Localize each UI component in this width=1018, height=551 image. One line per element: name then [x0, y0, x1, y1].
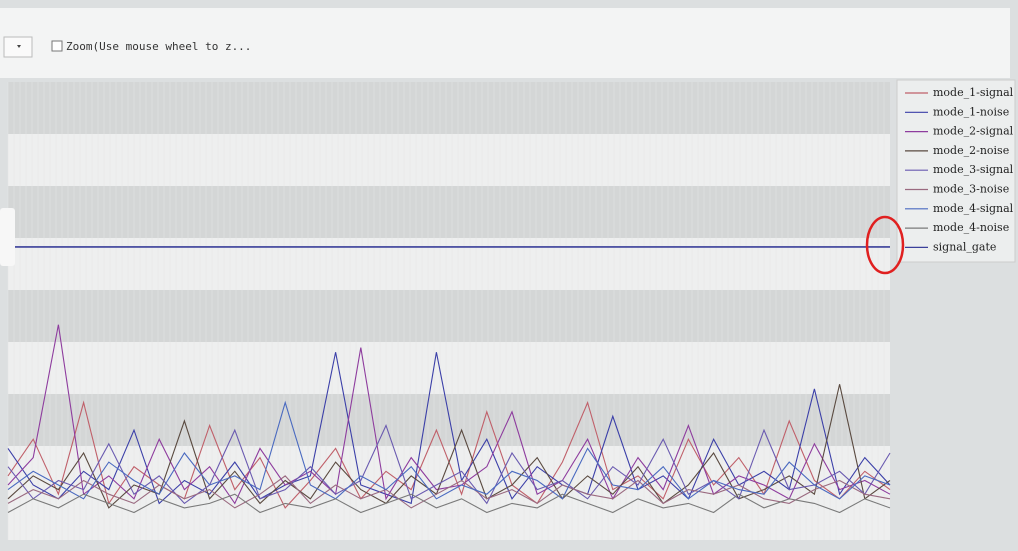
band	[8, 394, 890, 446]
zoom-label: Zoom(Use mouse wheel to z...	[66, 40, 251, 53]
band	[8, 82, 890, 134]
legend-label: mode_3-noise	[933, 183, 1009, 196]
series-line	[7, 475, 891, 509]
legend-label: mode_3-signal	[933, 163, 1014, 176]
legend-box	[896, 79, 1016, 263]
highlight-circle	[865, 215, 905, 275]
series-line	[7, 352, 891, 505]
plot-area	[7, 82, 891, 540]
series-line	[7, 400, 891, 500]
legend-label: mode_2-noise	[933, 144, 1009, 157]
dropdown[interactable]	[3, 36, 33, 58]
side-tab	[0, 208, 15, 266]
legend: mode_1-signal mode_1-noise mode_2-signalmo…	[905, 86, 1014, 253]
series-line	[7, 493, 891, 514]
series-line	[7, 384, 891, 509]
legend-label: mode_1-signal	[933, 86, 1014, 99]
zoom-checkbox[interactable]	[51, 40, 63, 52]
legend-label: mode_4-noise	[933, 221, 1009, 234]
legend-label: mode_2-signal	[933, 125, 1014, 138]
legend-label: mode_4-signal	[933, 202, 1014, 215]
band	[8, 186, 890, 238]
legend-label: signal_gate	[933, 240, 996, 253]
legend-label: mode_1-noise	[933, 105, 1009, 118]
dropdown-arrow	[17, 45, 21, 48]
toolbar	[0, 8, 1010, 78]
band	[8, 290, 890, 342]
